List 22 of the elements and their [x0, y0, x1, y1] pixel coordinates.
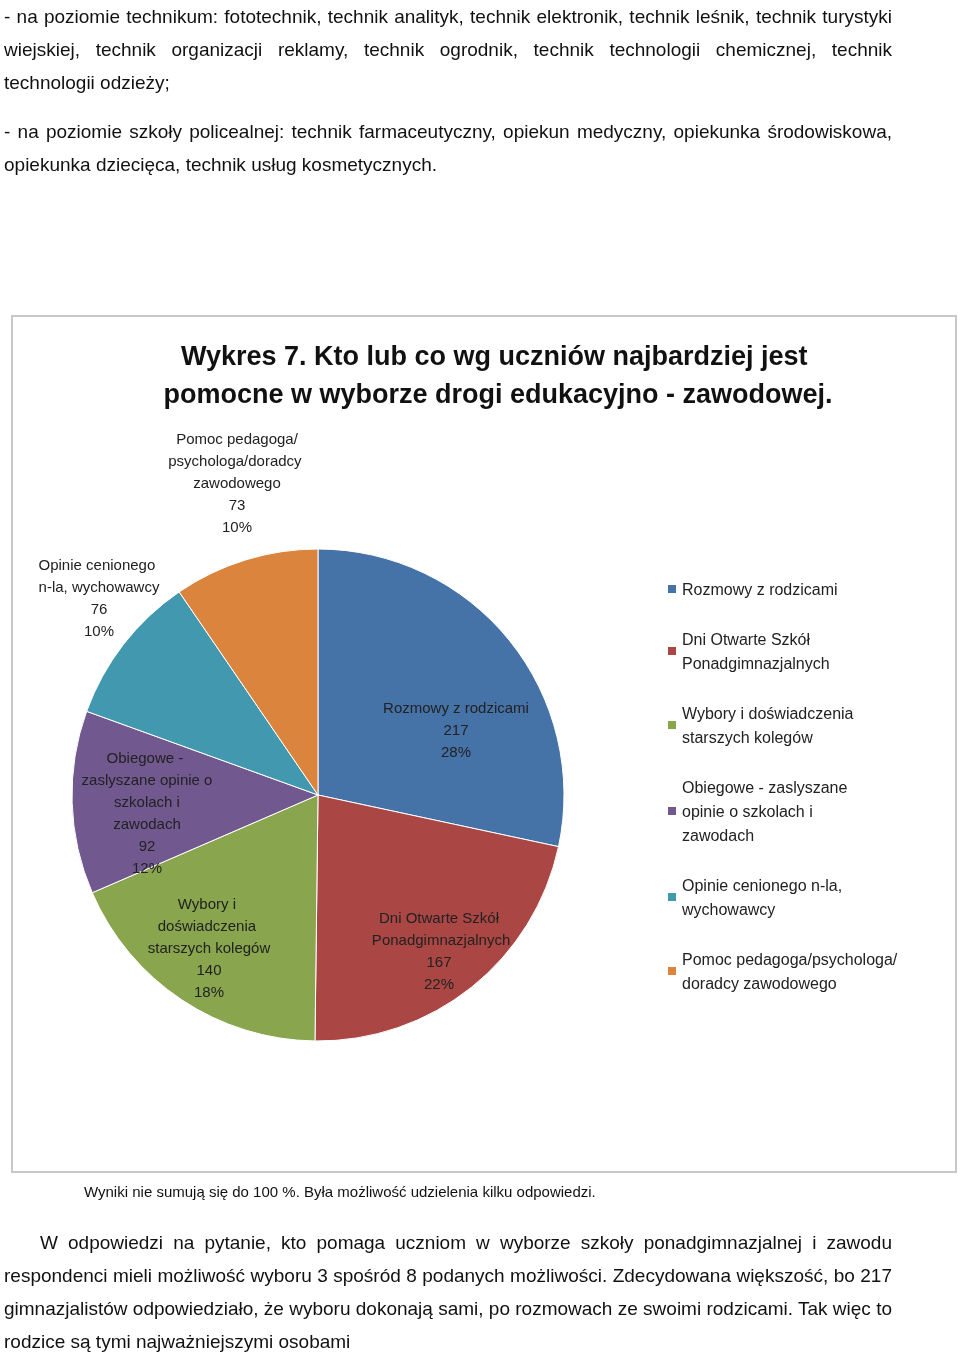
text: W odpowiedzi na pytanie, kto pomaga uczniom w wyborze szkoły ponadgimnazjalnej i zawodu respondenci mieli możliwość wyboru 3 spośród 8 podanych możliwości. Zdecydowana większość, bo 217 gimnazjalistów odpowiedziało, że wyboru dokonają sami, po rozmowach ze swoimi rodzicami. Tak więc to rodzice są tymi najważniejszymi osobami [4, 1231, 892, 1354]
legend-label: Obiegowe - zaslyszane opinie o szkolach i zawodach [682, 778, 852, 844]
legend-label: Rozmowy z rodzicami [682, 580, 838, 598]
chart-title: Wykres 7. Kto lub co wg uczniów najbardziej jest pomocne w wyborze drogi edukacyjno - zawodowej. [163, 341, 833, 409]
slice-label: Opinie cenionego n-la, wychowawcy [38, 555, 160, 595]
slice-label: Pomoc pedagoga/psychologa/doradcy zawodowego [168, 429, 306, 491]
legend-label: Opinie cenionego n-la, wychowawcy [681, 876, 847, 918]
data-label: 140 18% [193, 960, 225, 1000]
legend-label: Dni Otwarte Szkół Ponadgimnazjalnych [682, 630, 830, 672]
slice-label: Dni Otwarte Szkół Ponadgimnazjalnych [367, 908, 511, 948]
data-label: 167 22% [423, 952, 455, 992]
text: - na poziomie szkoły policealnej: technik farmaceutyczny, opiekun medyczny, opiekunka środowiskowa, opiekunka dziecięca, technik usług kosmetycznych. [4, 120, 892, 177]
data-label: 73 10% [221, 495, 253, 535]
data-label: 76 10% [83, 599, 115, 639]
data-label: 217 28% [440, 720, 472, 760]
slice-label: Rozmowy z rodzicami [383, 698, 529, 716]
legend-label: Pomoc pedagoga/psychologa/ doradcy zawodowego [682, 950, 898, 992]
text: Wyniki nie sumują się do 100 %. Była możliwość udzielenia kilku odpowiedzi. [84, 1183, 596, 1200]
slice-label: Obiegowe - zaslyszane opinie o szkolach i zawodach [81, 748, 213, 832]
slice-label: Wybory i doświadczenia starszych kolegów [147, 894, 271, 956]
text: - na poziomie technikum: fototechnik, technik analityk, technik elektronik, technik leśnik, technik turystyki wiejskiej, technik organizacji reklamy, technik ogrodnik, technik technologii chemicznej, technik technologii odzieży; [4, 5, 892, 95]
legend-label: Wybory i doświadczenia starszych kolegów [682, 704, 858, 746]
